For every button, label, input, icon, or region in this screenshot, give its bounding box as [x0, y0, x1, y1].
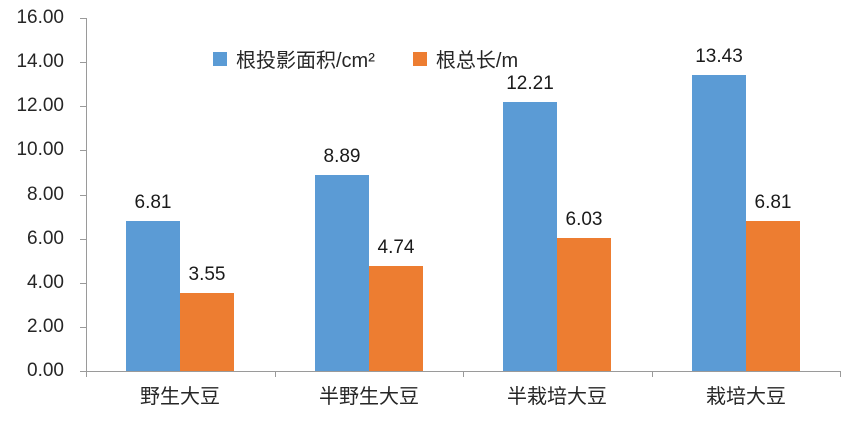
bar-value-label: 8.89	[323, 146, 361, 167]
bar-value-label: 4.74	[377, 237, 415, 258]
category-label: 半栽培大豆	[507, 386, 607, 408]
bar-series0-cat0	[126, 221, 180, 371]
bar-series0-cat1	[315, 175, 369, 371]
y-tick-label: 14.00	[16, 51, 64, 72]
legend: 根投影面积/cm² 根总长/m	[213, 44, 518, 73]
y-axis-tick	[80, 371, 86, 372]
y-tick-label: 8.00	[27, 184, 64, 205]
y-tick-label: 10.00	[16, 139, 64, 160]
bar-value-label: 12.21	[506, 73, 554, 94]
legend-swatch-icon	[213, 51, 227, 66]
category-label: 栽培大豆	[706, 386, 786, 408]
bar-value-label: 6.03	[565, 209, 603, 230]
y-axis-tick	[80, 327, 86, 328]
bar-value-label: 3.55	[188, 264, 226, 285]
y-axis-tick	[80, 239, 86, 240]
legend-swatch-icon	[412, 51, 427, 66]
y-tick-label: 2.00	[27, 316, 64, 337]
category-label: 野生大豆	[140, 386, 220, 408]
y-axis-tick	[80, 195, 86, 196]
legend-item: 根总长/m	[412, 44, 519, 73]
x-axis-tick	[840, 371, 841, 377]
y-tick-label: 16.00	[16, 7, 64, 28]
y-axis-tick	[80, 18, 86, 19]
bar-series1-cat2	[557, 238, 611, 371]
category-label: 半野生大豆	[319, 386, 419, 408]
bar-series1-cat1	[369, 266, 423, 371]
legend-label: 根总长/m	[435, 50, 519, 72]
legend-label: 根投影面积/cm²	[236, 50, 375, 72]
x-axis-tick	[463, 371, 464, 377]
bar-series0-cat2	[503, 102, 557, 371]
bar-value-label: 6.81	[754, 192, 792, 213]
y-axis-tick	[80, 283, 86, 284]
bar-value-label: 6.81	[134, 192, 172, 213]
bar-value-label: 13.43	[695, 46, 743, 67]
bar-series1-cat3	[746, 221, 800, 371]
y-axis-tick	[80, 62, 86, 63]
y-axis-tick	[80, 150, 86, 151]
x-axis-tick	[652, 371, 653, 377]
legend-item: 根投影面积/cm²	[213, 44, 375, 73]
y-axis-line	[86, 18, 87, 372]
bar-series1-cat0	[180, 293, 234, 371]
y-tick-label: 0.00	[27, 360, 64, 381]
y-tick-label: 12.00	[16, 95, 64, 116]
bar-series0-cat3	[692, 75, 746, 371]
x-axis-tick	[86, 371, 87, 377]
y-axis-tick	[80, 106, 86, 107]
y-tick-label: 6.00	[27, 228, 64, 249]
x-axis-tick	[275, 371, 276, 377]
y-tick-label: 4.00	[27, 272, 64, 293]
